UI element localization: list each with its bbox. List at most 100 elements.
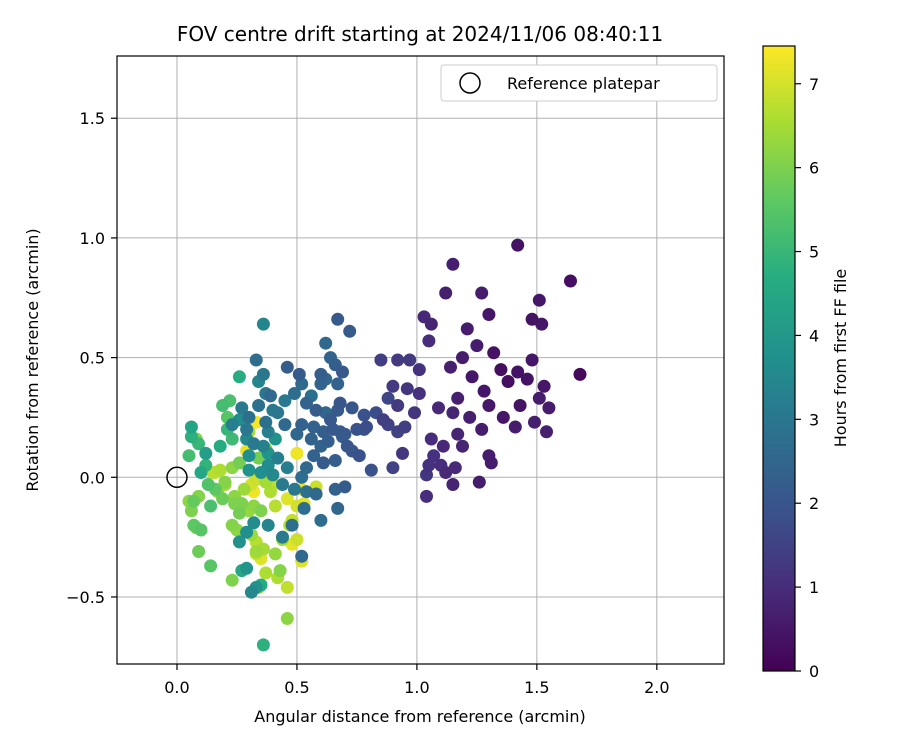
data-point <box>338 480 352 494</box>
data-point <box>276 530 289 544</box>
y-tick-label: 1.0 <box>80 229 105 248</box>
data-point <box>328 454 342 467</box>
data-point <box>331 377 345 391</box>
data-point <box>218 475 232 489</box>
chart-title: FOV centre drift starting at 2024/11/06 … <box>177 22 663 46</box>
data-point <box>204 559 218 573</box>
data-point <box>446 406 460 420</box>
colorbar-tick-label: 0 <box>809 662 819 681</box>
data-point <box>451 391 465 405</box>
reference-marker <box>166 466 188 489</box>
data-point <box>331 501 345 515</box>
data-point <box>280 461 294 475</box>
data-point <box>398 420 412 434</box>
data-point <box>300 461 313 475</box>
y-tick-label: 0.5 <box>80 349 105 368</box>
data-point <box>446 478 460 491</box>
y-axis: −0.5 0.0 0.5 1.0 1.5 <box>66 109 117 607</box>
data-point <box>532 293 546 307</box>
data-point <box>540 425 553 439</box>
grid <box>117 56 724 664</box>
data-point <box>256 367 270 381</box>
data-point <box>427 449 441 463</box>
data-point <box>309 487 323 501</box>
colorbar-tick-label: 2 <box>809 494 819 513</box>
data-point <box>235 401 249 415</box>
x-axis-label: Angular distance from reference (arcmin) <box>254 707 585 726</box>
data-point <box>240 561 254 575</box>
data-point <box>295 418 309 432</box>
data-point <box>278 394 292 408</box>
data-point <box>396 446 409 460</box>
x-tick-label: 2.0 <box>644 678 669 697</box>
data-point <box>259 566 273 580</box>
colorbar-tick-label: 4 <box>809 326 819 345</box>
data-point <box>307 449 321 463</box>
y-axis-label: Rotation from reference (arcmin) <box>23 228 42 491</box>
data-point <box>525 312 539 326</box>
data-point <box>184 430 198 444</box>
data-point <box>295 470 309 484</box>
data-point <box>472 475 486 489</box>
data-point <box>213 439 227 453</box>
colorbar: 0 1 2 3 4 5 6 7 Hours from first FF file <box>762 45 850 681</box>
data-point <box>261 458 275 472</box>
colorbar-tick-label: 5 <box>809 243 819 262</box>
data-point <box>374 353 388 367</box>
data-point <box>475 422 489 436</box>
x-axis: 0.0 0.5 1.0 1.5 2.0 <box>164 664 670 697</box>
data-point <box>482 399 496 412</box>
data-point <box>278 418 292 432</box>
data-point <box>290 533 304 546</box>
data-point <box>244 585 258 599</box>
data-point <box>297 501 311 515</box>
data-point <box>494 363 508 377</box>
data-point <box>309 403 323 417</box>
data-point <box>463 410 477 424</box>
data-point <box>228 497 242 511</box>
colorbar-tick-label: 1 <box>809 578 819 597</box>
data-point <box>439 466 453 479</box>
y-tick-label: 1.5 <box>80 109 105 128</box>
legend: Reference platepar <box>440 64 718 102</box>
data-point <box>444 360 457 374</box>
data-point <box>280 492 294 506</box>
colorbar-gradient <box>762 45 796 672</box>
data-point <box>408 406 421 420</box>
data-point <box>412 363 426 377</box>
data-point <box>439 286 453 300</box>
data-point <box>345 401 359 415</box>
y-tick-label: −0.5 <box>66 588 105 607</box>
data-point <box>247 516 261 530</box>
colorbar-tick-label: 3 <box>809 410 819 429</box>
x-tick-label: 1.0 <box>404 678 429 697</box>
data-point <box>364 463 378 477</box>
data-point <box>520 372 534 386</box>
data-point <box>187 494 201 508</box>
plot-frame <box>116 55 725 665</box>
colorbar-tick-label: 7 <box>809 75 819 94</box>
data-point <box>225 418 239 432</box>
data-point <box>285 518 299 532</box>
data-point <box>446 257 460 271</box>
data-point <box>300 396 313 410</box>
data-point <box>532 391 546 405</box>
legend-marker-icon <box>459 72 481 94</box>
data-point <box>420 489 433 503</box>
data-point <box>487 346 501 360</box>
data-point <box>381 391 395 405</box>
data-point <box>192 545 206 558</box>
colorbar-tick-label: 6 <box>809 159 819 178</box>
data-point <box>225 518 239 532</box>
colorbar-ticks: 0 1 2 3 4 5 6 7 <box>795 75 819 681</box>
data-point <box>232 506 246 520</box>
data-point <box>225 432 239 446</box>
data-point <box>225 573 239 587</box>
data-point <box>535 317 549 331</box>
data-point <box>271 451 285 465</box>
data-point <box>326 422 340 436</box>
data-point <box>511 238 525 252</box>
data-point <box>573 367 587 381</box>
data-point <box>280 360 294 374</box>
data-point <box>237 482 251 496</box>
